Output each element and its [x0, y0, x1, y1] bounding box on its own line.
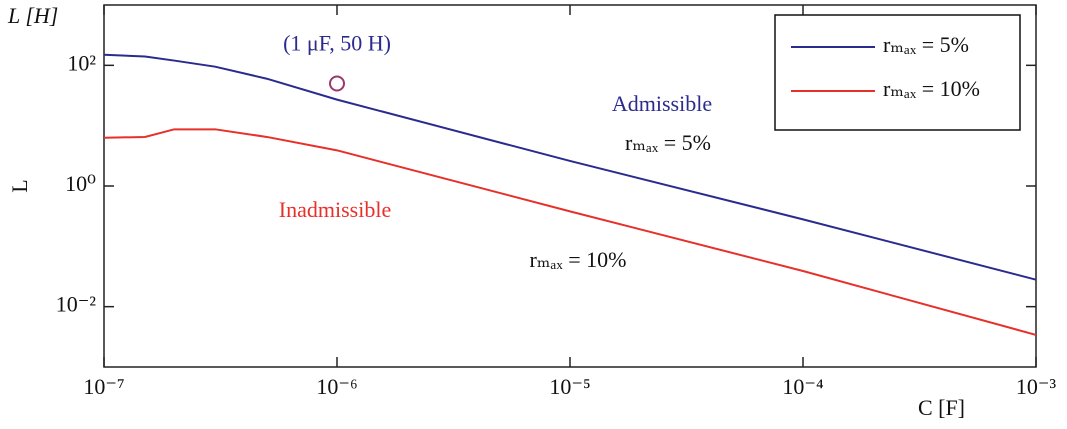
annotation: rₘₐₓ = 5%: [625, 130, 711, 155]
x-axis-label: C [F]: [918, 395, 965, 420]
x-tick-label: 10⁻⁴: [782, 374, 824, 399]
y-tick-label: 10⁻²: [56, 292, 97, 317]
y-tick-label: 10²: [67, 50, 96, 75]
x-tick-label: 10⁻⁶: [316, 374, 357, 399]
x-tick-label: 10⁻⁵: [549, 374, 590, 399]
point-marker: [329, 75, 345, 92]
y-tick-label: 10⁰: [65, 171, 96, 196]
x-tick-label: 10⁻³: [1016, 374, 1057, 399]
series-line: [103, 128, 1037, 336]
legend-label: rₘₐₓ = 10%: [883, 76, 980, 101]
y-unit-label: L [H]: [7, 3, 58, 28]
point-label: (1 μF, 50 H): [283, 31, 391, 56]
x-tick-label: 10⁻⁷: [83, 374, 124, 399]
annotation: Admissible: [612, 91, 712, 116]
y-axis-label: L: [7, 179, 32, 192]
annotation: rₘₐₓ = 10%: [530, 247, 627, 272]
legend-label: rₘₐₓ = 5%: [883, 32, 969, 57]
series-line: [103, 53, 1037, 281]
legend-box: [774, 14, 1021, 131]
annotation: Inadmissible: [279, 197, 391, 222]
